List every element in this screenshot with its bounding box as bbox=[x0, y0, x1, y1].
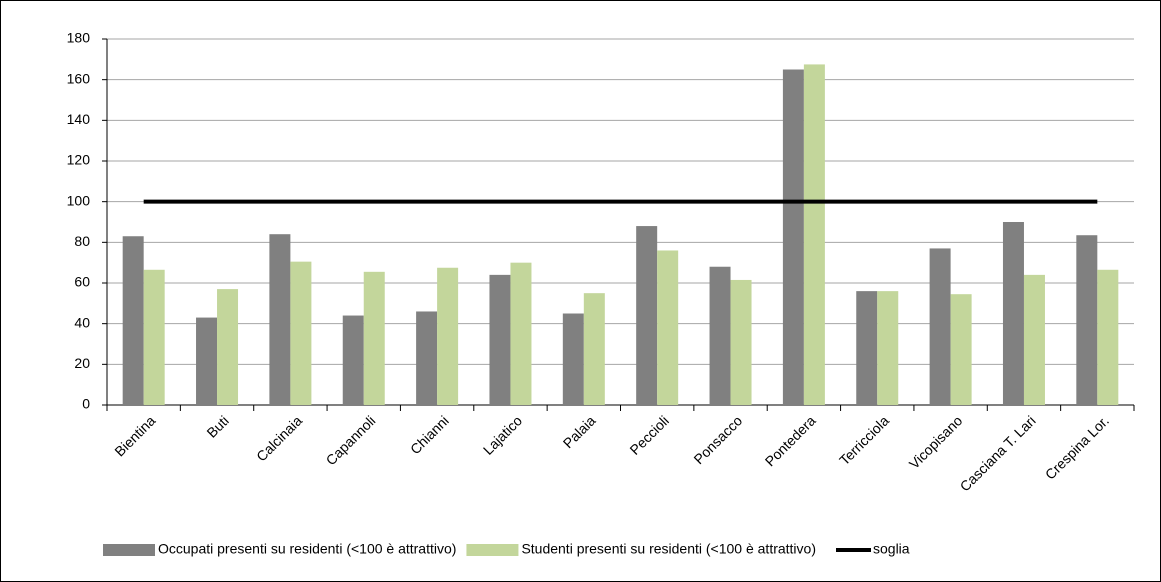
y-tick-label: 100 bbox=[67, 192, 91, 208]
y-tick-label: 160 bbox=[67, 70, 91, 86]
y-tick-label: 120 bbox=[67, 152, 91, 168]
bar bbox=[730, 279, 752, 405]
bar bbox=[877, 291, 899, 405]
y-tick-label: 60 bbox=[74, 274, 90, 290]
legend-label: Studenti presenti su residenti (<100 è a… bbox=[521, 541, 816, 557]
bar bbox=[1097, 269, 1119, 405]
bar bbox=[269, 234, 291, 405]
bar bbox=[143, 269, 165, 405]
legend-swatch bbox=[103, 544, 155, 556]
bar bbox=[1076, 235, 1098, 405]
bar bbox=[1002, 222, 1024, 405]
bar bbox=[342, 315, 364, 405]
legend-label: Occupati presenti su residenti (<100 è a… bbox=[158, 541, 456, 557]
bar bbox=[709, 266, 731, 405]
bar bbox=[562, 313, 584, 405]
bar bbox=[657, 250, 679, 405]
bar bbox=[122, 236, 144, 405]
bar bbox=[510, 262, 532, 405]
bar bbox=[489, 274, 511, 405]
bar bbox=[196, 317, 218, 405]
bar bbox=[950, 294, 972, 405]
bar bbox=[636, 226, 658, 405]
bar bbox=[437, 267, 459, 405]
bar bbox=[217, 289, 239, 405]
y-tick-label: 140 bbox=[67, 111, 91, 127]
bar bbox=[929, 248, 951, 405]
bar bbox=[363, 271, 385, 405]
y-tick-label: 40 bbox=[74, 314, 90, 330]
bar bbox=[1023, 274, 1045, 405]
bar bbox=[290, 261, 312, 405]
y-tick-label: 20 bbox=[74, 355, 90, 371]
bar bbox=[416, 311, 438, 405]
bar bbox=[803, 64, 825, 406]
bar bbox=[782, 69, 804, 405]
legend-swatch bbox=[466, 544, 519, 556]
y-tick-label: 180 bbox=[67, 30, 91, 46]
y-tick-label: 80 bbox=[74, 233, 90, 249]
legend-label: soglia bbox=[873, 541, 910, 557]
bar bbox=[856, 291, 878, 405]
bar bbox=[583, 293, 605, 405]
y-tick-label: 0 bbox=[82, 396, 90, 412]
